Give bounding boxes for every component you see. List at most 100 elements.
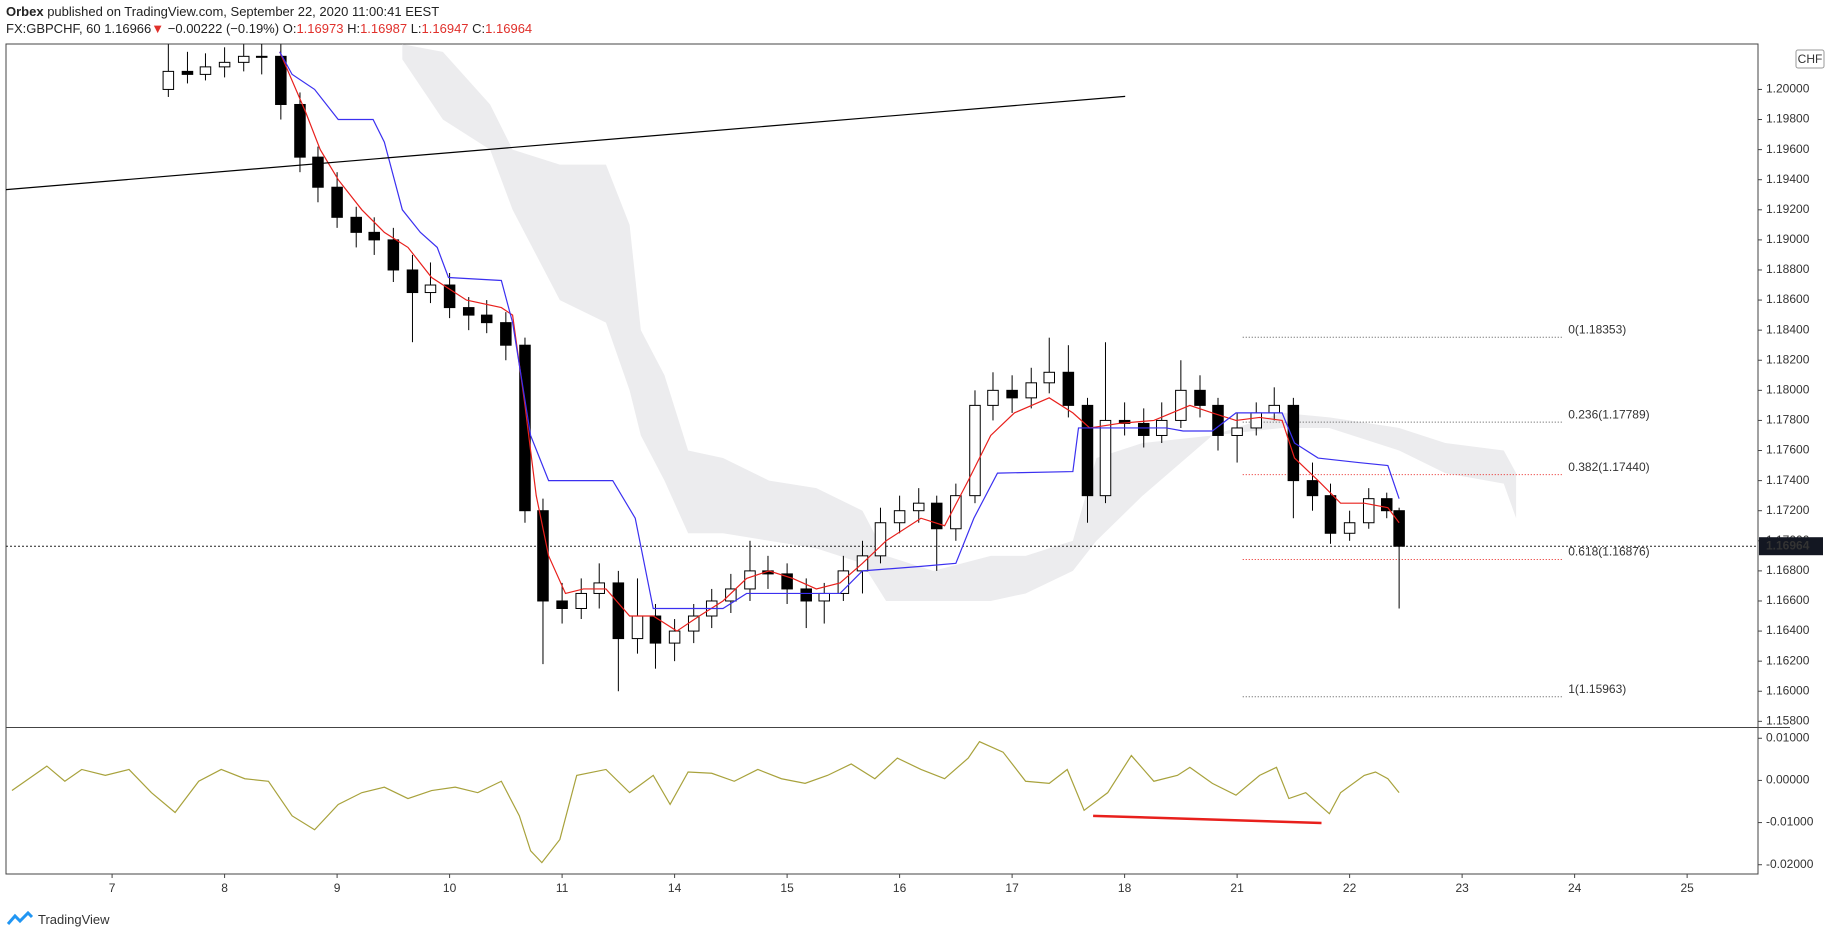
candle-body <box>969 404 981 497</box>
footer: TradingView <box>6 911 110 927</box>
y-tick-label: 1.20000 <box>1766 82 1810 96</box>
candle-body <box>874 522 887 557</box>
header: Orbex published on TradingView.com, Sept… <box>6 3 532 37</box>
candle-body <box>612 582 625 640</box>
candle-body <box>275 55 287 105</box>
candle-body <box>424 284 437 294</box>
last-price-label: 1.16964 <box>1766 538 1810 552</box>
y-tick-label: 1.19000 <box>1766 232 1810 246</box>
logo <box>6 911 34 925</box>
candle-body <box>1324 495 1337 534</box>
candle-body <box>1287 404 1300 482</box>
ichimoku-cloud <box>402 44 1517 601</box>
osc-tick-label: -0.01000 <box>1766 815 1814 829</box>
y-tick-label: 1.16200 <box>1766 653 1810 667</box>
published: published on TradingView.com, September … <box>47 4 440 19</box>
x-tick-label: 24 <box>1568 881 1582 895</box>
candle-body <box>1194 389 1206 406</box>
candle-body <box>181 70 194 75</box>
publish-line: Orbex published on TradingView.com, Sept… <box>6 3 532 20</box>
y-tick-label: 1.16000 <box>1766 683 1810 697</box>
ohlc-c-label: C: <box>472 21 486 36</box>
x-tick-label: 10 <box>443 881 457 895</box>
y-tick-label: 1.18800 <box>1766 262 1810 276</box>
candle-body <box>930 502 943 530</box>
y-tick-label: 1.17600 <box>1766 443 1810 457</box>
ohlc-c: 1.16964 <box>485 21 533 36</box>
candle-body <box>818 592 830 602</box>
candle-body <box>1380 498 1393 512</box>
ohlc-h: 1.16987 <box>360 21 408 36</box>
candle-body <box>668 630 681 644</box>
y-tick-label: 1.18000 <box>1766 383 1810 397</box>
change: −0.00222 (−0.19%) <box>167 21 280 36</box>
y-tick-label: 1.18200 <box>1766 352 1810 366</box>
y-tick-label: 1.15800 <box>1766 714 1810 728</box>
x-tick-label: 25 <box>1680 881 1694 895</box>
y-tick-label: 1.17400 <box>1766 473 1810 487</box>
candle-body <box>406 269 419 294</box>
y-tick-label: 1.19800 <box>1766 112 1810 126</box>
oscillator-pane <box>11 740 1400 864</box>
y-tick-label: 1.18600 <box>1766 292 1810 306</box>
arrow: ▼ <box>151 21 165 36</box>
osc-tick-label: 0.01000 <box>1766 730 1810 744</box>
candle-body <box>575 592 587 609</box>
candle-body <box>687 615 700 632</box>
candle-body <box>1306 480 1319 497</box>
candle-body <box>593 582 605 594</box>
candle-body <box>1081 404 1094 497</box>
fib-label: 1(1.15963) <box>1568 682 1626 696</box>
osc-tick-label: -0.02000 <box>1766 857 1814 871</box>
y-tick-label: 1.16400 <box>1766 623 1810 637</box>
candle-body <box>781 573 793 590</box>
candle-body <box>519 344 531 512</box>
candle-body <box>1099 419 1112 497</box>
candle-body <box>294 103 306 158</box>
x-tick-label: 22 <box>1343 881 1357 895</box>
candle-body <box>350 216 362 233</box>
candle-body <box>912 502 925 512</box>
price-pane: 0(1.18353) 0.236(1.17789) 0.382(1.17440) 0.… <box>6 44 1758 698</box>
fib-label: 0.382(1.17440) <box>1568 460 1649 474</box>
candle-body <box>368 231 380 241</box>
candle-body <box>462 307 475 316</box>
candle-body <box>237 55 250 63</box>
candle-body <box>893 510 906 524</box>
currency-label: CHF <box>1798 52 1823 66</box>
candle-body <box>1362 498 1375 524</box>
candle-body <box>1062 371 1075 406</box>
fib-label: 0(1.18353) <box>1568 322 1626 336</box>
y-tick-label: 1.19200 <box>1766 202 1810 216</box>
candle-body <box>1043 371 1055 384</box>
y-tick-label: 1.16800 <box>1766 563 1810 577</box>
x-tick-label: 17 <box>1005 881 1019 895</box>
brand: TradingView <box>38 911 110 927</box>
y-tick-label: 1.19600 <box>1766 142 1810 156</box>
indicator-line <box>279 51 1400 610</box>
author: Orbex <box>6 4 44 19</box>
y-tick-label: 1.18400 <box>1766 322 1810 336</box>
osc-tick-label: 0.00000 <box>1766 773 1810 787</box>
candle-body <box>331 186 343 218</box>
indicator-line <box>6 95 1126 191</box>
candle-body <box>312 156 324 188</box>
y-tick-label: 1.17200 <box>1766 503 1810 517</box>
candle-body <box>725 588 737 602</box>
indicator-line <box>279 51 1400 632</box>
x-tick-label: 16 <box>893 881 907 895</box>
x-tick-label: 14 <box>668 881 682 895</box>
candle-body <box>480 314 493 324</box>
fib-label: 0.618(1.16876) <box>1568 545 1649 559</box>
candle-body <box>162 70 175 90</box>
ohlc-l-label: L: <box>410 21 422 36</box>
candle-body <box>199 66 212 75</box>
symbol: FX:GBPCHF, 60 <box>6 21 101 36</box>
y-tick-label: 1.17800 <box>1766 413 1810 427</box>
axes: 1.20000 1.19800 1.19600 1.19400 1.19200 1.190… <box>109 49 1825 895</box>
ohlc-h-label: H: <box>347 21 361 36</box>
x-tick-label: 7 <box>109 881 116 895</box>
ohlc-o: 1.16973 <box>296 21 344 36</box>
candle-body <box>1212 404 1224 436</box>
